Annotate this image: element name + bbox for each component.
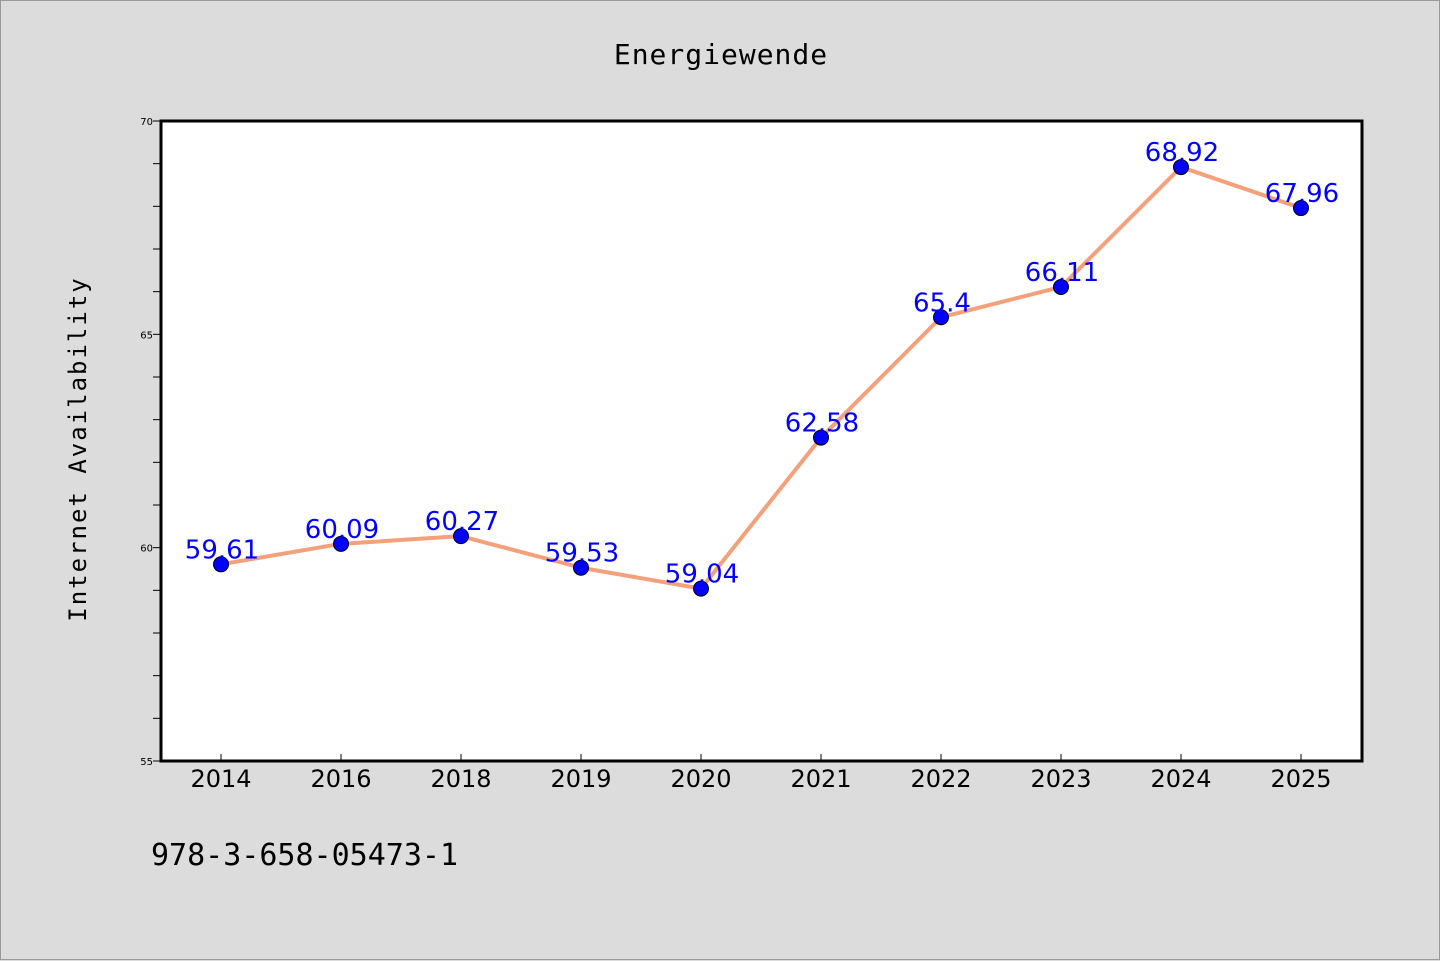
series-line xyxy=(220,165,1302,591)
data-label: 66.11 xyxy=(1025,258,1099,288)
series-group: 59.61 60.09 60.27 59.53 59.04 62.58 65.4 66.11 6… xyxy=(185,138,1339,597)
data-point xyxy=(213,556,229,573)
data-point xyxy=(813,429,829,446)
data-label: 65.4 xyxy=(913,288,971,318)
x-tick-label: 2018 xyxy=(430,765,491,793)
footnote-text: 978-3-658-05473-1 xyxy=(151,838,458,873)
data-label: 62.58 xyxy=(785,409,859,439)
x-tick-label: 2025 xyxy=(1270,765,1331,793)
data-point xyxy=(573,559,589,576)
data-label: 59.53 xyxy=(545,539,619,569)
data-label: 60.09 xyxy=(305,515,379,545)
plot-area xyxy=(159,119,1364,763)
x-tick-label: 2019 xyxy=(550,765,611,793)
data-point xyxy=(333,535,349,552)
x-tick-label: 2016 xyxy=(310,765,371,793)
data-label: 59.04 xyxy=(665,560,739,590)
x-tick-label: 2014 xyxy=(190,765,251,793)
data-label: 60.27 xyxy=(425,507,499,537)
data-point xyxy=(693,580,709,597)
data-label: 68.92 xyxy=(1145,138,1219,168)
data-label: 59.61 xyxy=(185,535,259,565)
y-axis-label: Internet Availability xyxy=(64,276,92,621)
y-tick-label: 65 xyxy=(140,330,153,341)
data-point xyxy=(1173,159,1189,176)
y-tick-label: 55 xyxy=(140,757,153,768)
chart-title: Energiewende xyxy=(614,38,828,71)
x-tick-label: 2020 xyxy=(670,765,731,793)
data-label: 67.96 xyxy=(1265,179,1339,209)
x-tick-label: 2023 xyxy=(1030,765,1091,793)
data-point xyxy=(933,309,949,326)
x-tick-label: 2021 xyxy=(790,765,851,793)
y-tick-label: 60 xyxy=(140,544,153,555)
data-point xyxy=(1293,200,1309,217)
x-tick-label: 2022 xyxy=(910,765,971,793)
x-axis-ticks: 2014 2016 2018 2019 2020 2021 2022 2023 2024 2025 xyxy=(190,754,1332,793)
y-axis-ticks: 55 60 65 70 xyxy=(140,117,161,768)
y-tick-label: 70 xyxy=(140,117,153,128)
x-tick-label: 2024 xyxy=(1150,765,1211,793)
data-point xyxy=(1053,278,1069,295)
data-point xyxy=(453,528,469,545)
